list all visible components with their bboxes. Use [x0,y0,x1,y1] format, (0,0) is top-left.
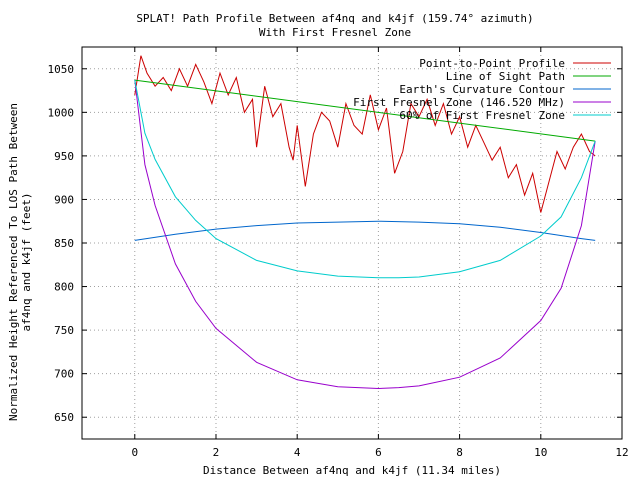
legend-label-0: Point-to-Point Profile [419,57,565,70]
x-axis-label: Distance Between af4nq and k4jf (11.34 m… [203,464,501,477]
axis-ticks: 0 2 4 6 8 10 12 650 700 750 800 850 900 950 1000 1050 [48,47,629,459]
x-tick-label: 6 [375,446,382,459]
series-line-0 [134,55,596,213]
x-tick-label: 0 [131,446,138,459]
series-line-1 [134,79,596,142]
chart-title: SPLAT! Path Profile Between af4nq and k4… [136,12,533,25]
y-tick-label: 800 [54,281,74,294]
legend-label-3: First Fresnel Zone (146.520 MHz) [353,96,565,109]
series-line-2 [134,220,596,241]
x-tick-label: 12 [615,446,628,459]
y-axis-label-line1: Normalized Height Referenced To LOS Path… [7,103,20,421]
chart-subtitle: With First Fresnel Zone [259,26,411,39]
x-tick-label: 4 [294,446,301,459]
y-tick-label: 950 [54,150,74,163]
y-axis-label-line2: af4nq and k4jf (feet) [20,192,33,331]
y-tick-label: 650 [54,411,74,424]
series-line-4 [134,80,596,279]
grid-lines [82,47,622,439]
y-tick-label: 1000 [48,106,75,119]
legend-label-1: Line of Sight Path [446,70,565,83]
legend-label-2: Earth's Curvature Contour [399,83,565,96]
x-tick-label: 8 [456,446,463,459]
y-tick-label: 700 [54,368,74,381]
x-tick-label: 2 [213,446,220,459]
series-line-3 [134,80,596,390]
legend-label-4: 60% of First Fresnel Zone [399,109,565,122]
y-tick-label: 1050 [48,63,75,76]
y-tick-label: 750 [54,324,74,337]
y-tick-label: 850 [54,237,74,250]
series-layer [134,55,596,390]
plot-frame [81,46,623,440]
x-tick-label: 10 [534,446,547,459]
y-tick-label: 900 [54,193,74,206]
